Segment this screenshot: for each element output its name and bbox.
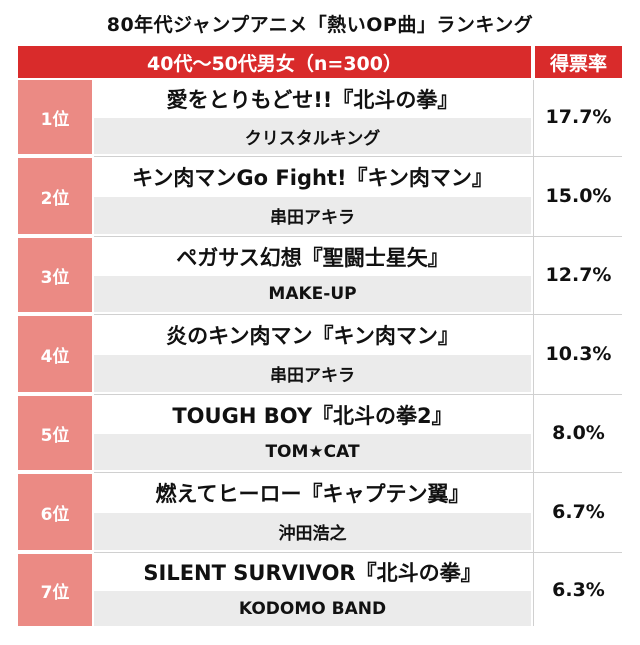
vote-rate: 8.0%: [535, 396, 622, 470]
row-divider: [94, 394, 622, 395]
row-divider: [94, 156, 622, 157]
column-divider: [533, 80, 534, 626]
rank-label: 4位: [18, 316, 92, 392]
row-divider: [94, 552, 622, 553]
respondent-group-header: 40代〜50代男女（n=300）: [18, 46, 531, 78]
rank-label: 7位: [18, 554, 92, 626]
row-divider: [94, 472, 622, 473]
vote-rate: 6.3%: [535, 554, 622, 626]
song-title: 燃えてヒーロー『キャプテン翼』: [94, 474, 531, 512]
vote-rate-header: 得票率: [535, 46, 622, 78]
artist-name: 沖田浩之: [94, 513, 531, 550]
vote-rate: 6.7%: [535, 474, 622, 550]
artist-name: KODOMO BAND: [94, 591, 531, 626]
song-title: TOUGH BOY『北斗の拳2』: [94, 396, 531, 433]
song-title: キン肉マンGo Fight!『キン肉マン』: [94, 158, 531, 196]
artist-name: 串田アキラ: [94, 197, 531, 234]
artist-name: TOM★CAT: [94, 434, 531, 470]
page-title: 80年代ジャンプアニメ「熱いOP曲」ランキング: [106, 13, 534, 36]
vote-rate: 15.0%: [535, 158, 622, 234]
artist-name: MAKE-UP: [94, 276, 531, 312]
rank-label: 2位: [18, 158, 92, 234]
rank-label: 3位: [18, 238, 92, 312]
rank-label: 1位: [18, 80, 92, 154]
rank-label: 6位: [18, 474, 92, 550]
artist-name: クリスタルキング: [94, 118, 531, 154]
song-title: 愛をとりもどせ!!『北斗の拳』: [94, 80, 531, 117]
row-divider: [94, 314, 622, 315]
artist-name: 串田アキラ: [94, 355, 531, 392]
vote-rate: 12.7%: [535, 238, 622, 312]
song-title: ペガサス幻想『聖闘士星矢』: [94, 238, 531, 275]
song-title: SILENT SURVIVOR『北斗の拳』: [94, 554, 531, 590]
song-title: 炎のキン肉マン『キン肉マン』: [94, 316, 531, 354]
vote-rate: 10.3%: [535, 316, 622, 392]
rank-label: 5位: [18, 396, 92, 470]
vote-rate: 17.7%: [535, 80, 622, 154]
row-divider: [94, 236, 622, 237]
